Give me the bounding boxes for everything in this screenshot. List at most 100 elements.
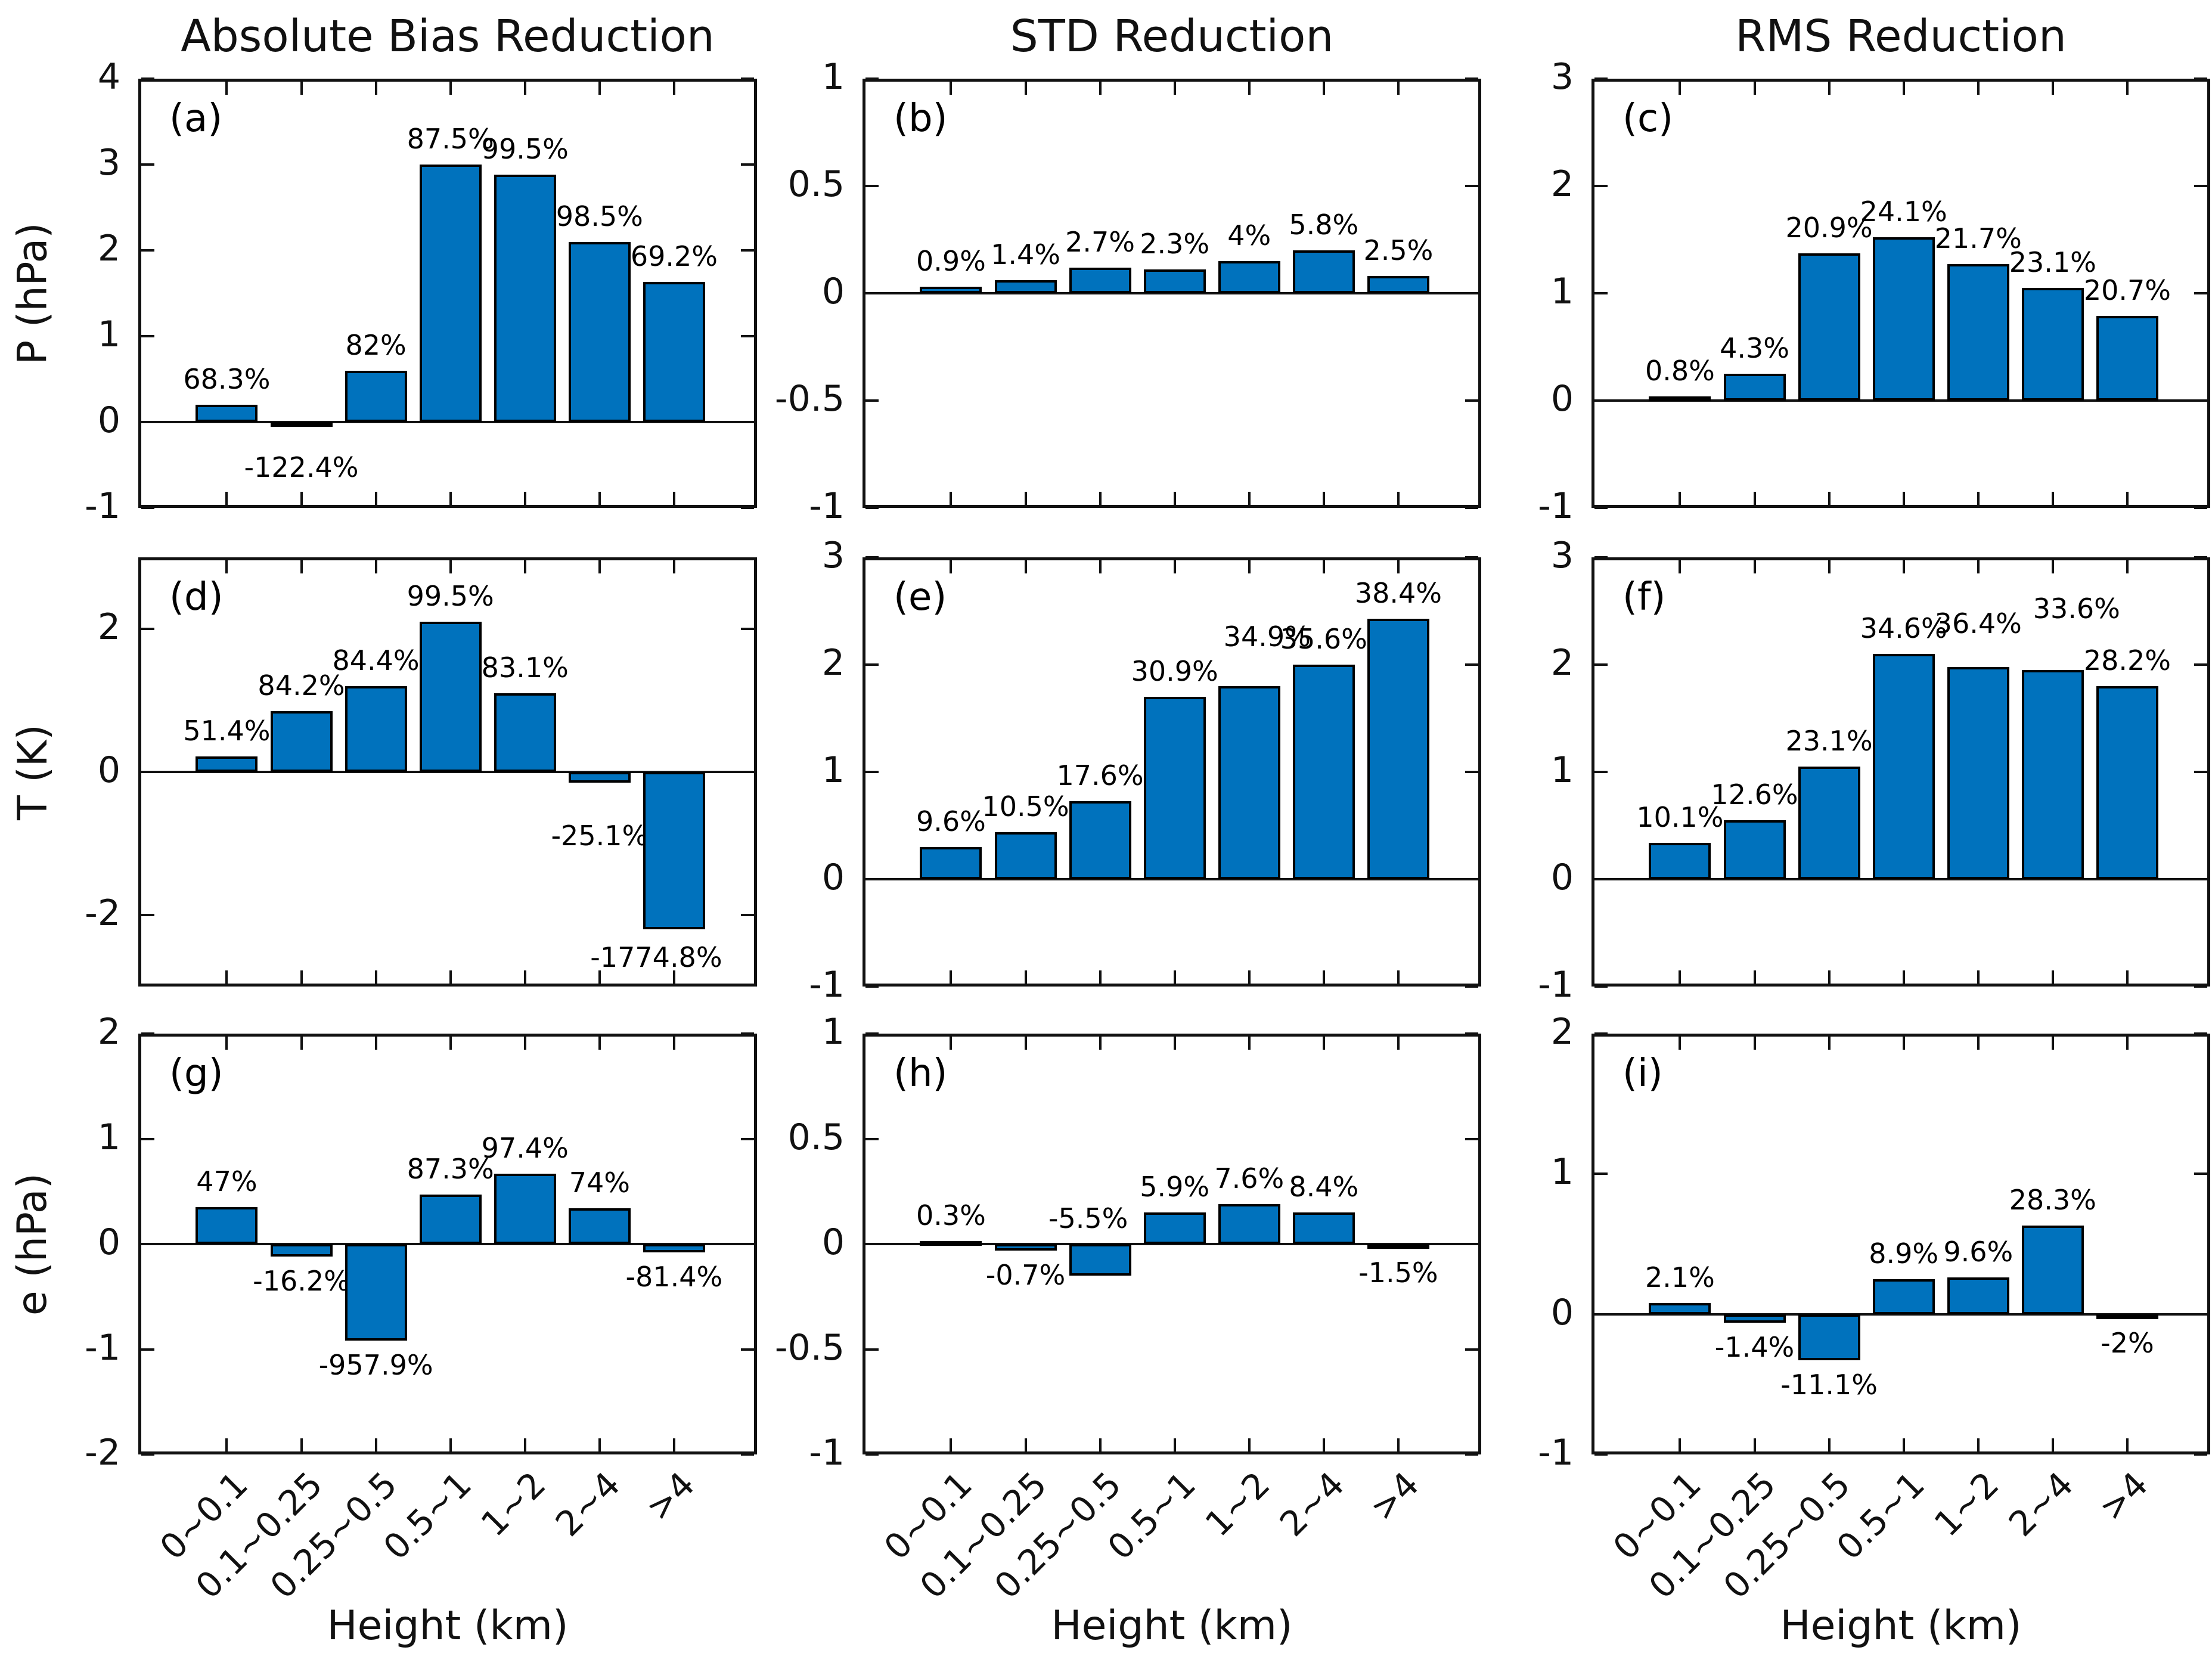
bar-value-label: 99.5% xyxy=(407,580,494,612)
y-tick-label: 0.5 xyxy=(787,1116,845,1158)
x-tick xyxy=(1902,560,1905,573)
x-tick xyxy=(2051,82,2054,95)
y-tick xyxy=(865,507,879,509)
y-tick-label: -2 xyxy=(85,892,120,934)
bar xyxy=(270,1244,333,1257)
x-tick xyxy=(1099,1438,1102,1451)
x-tick xyxy=(449,970,452,984)
x-tick xyxy=(1248,560,1251,573)
y-tick xyxy=(741,507,754,509)
panel-letter: (a) xyxy=(169,97,223,141)
y-tick-label: -1 xyxy=(1538,964,1574,1006)
y-tick-label: 2 xyxy=(1550,1011,1574,1053)
x-tick xyxy=(1397,492,1400,505)
y-tick xyxy=(1465,1137,1478,1140)
x-tick xyxy=(672,1037,675,1050)
bar xyxy=(2096,1314,2158,1319)
bar xyxy=(345,1244,407,1341)
y-tick xyxy=(141,1243,154,1245)
x-tick xyxy=(1099,1037,1102,1050)
y-tick-label: 1 xyxy=(1550,271,1574,312)
x-tick xyxy=(1828,560,1831,573)
y-tick xyxy=(141,1137,154,1140)
y-tick xyxy=(141,628,154,630)
x-tick xyxy=(1977,970,1980,984)
bar xyxy=(419,622,482,772)
y-tick xyxy=(141,77,154,80)
x-tick xyxy=(1828,82,1831,95)
bar-value-label: -11.1% xyxy=(1780,1369,1878,1401)
y-tick xyxy=(141,1032,154,1035)
y-tick-label: 4 xyxy=(97,56,120,98)
y-tick xyxy=(741,163,754,166)
bar xyxy=(196,405,258,422)
x-tick xyxy=(1173,492,1176,505)
x-tick xyxy=(2051,1438,2054,1451)
bar-value-label: 9.6% xyxy=(1943,1236,2014,1268)
x-axis-label: Height (km) xyxy=(327,1602,569,1649)
x-tick xyxy=(1099,492,1102,505)
x-tick xyxy=(523,1037,526,1050)
y-tick xyxy=(2194,1172,2207,1175)
x-tick-label: 2~4 xyxy=(548,1464,628,1544)
bar xyxy=(494,693,556,772)
y-tick xyxy=(865,1243,879,1245)
bar-value-label: 83.1% xyxy=(481,652,569,684)
panel-letter: (b) xyxy=(894,97,948,141)
x-tick xyxy=(449,1438,452,1451)
panel-letter: (g) xyxy=(169,1051,224,1096)
x-tick xyxy=(672,492,675,505)
x-tick xyxy=(598,1438,601,1451)
bar-value-label: 8.4% xyxy=(1289,1171,1359,1203)
bar xyxy=(1218,261,1280,293)
bar-value-label: 0.3% xyxy=(916,1199,986,1232)
x-tick xyxy=(300,82,303,95)
x-tick xyxy=(523,560,526,573)
y-tick xyxy=(1594,185,1608,187)
y-tick xyxy=(741,628,754,630)
bar-value-label: 12.6% xyxy=(1711,778,1798,811)
x-tick xyxy=(950,82,953,95)
y-tick-label: -1 xyxy=(809,1432,845,1474)
y-tick xyxy=(1594,1032,1608,1035)
y-tick xyxy=(1465,1348,1478,1351)
y-tick xyxy=(865,771,879,773)
x-tick xyxy=(300,1438,303,1451)
x-tick xyxy=(1679,1438,1682,1451)
bar-value-label: -0.7% xyxy=(985,1258,1066,1291)
y-tick-label: -0.5 xyxy=(774,378,845,420)
x-tick xyxy=(1902,82,1905,95)
bar-value-label: -957.9% xyxy=(318,1349,433,1382)
bar xyxy=(920,1240,982,1246)
bar xyxy=(994,1244,1057,1251)
x-tick xyxy=(598,970,601,984)
y-tick xyxy=(2194,77,2207,80)
bar xyxy=(1218,1203,1280,1244)
y-tick xyxy=(141,163,154,166)
y-tick-label: -1 xyxy=(809,964,845,1006)
y-tick xyxy=(865,1137,879,1140)
y-tick-label: 0 xyxy=(1550,378,1574,420)
bar-value-label: 28.3% xyxy=(2009,1184,2096,1217)
x-tick xyxy=(449,560,452,573)
y-tick xyxy=(1465,399,1478,402)
y-tick-label: 2 xyxy=(97,228,120,269)
x-tick xyxy=(672,560,675,573)
bar-value-label: -1774.8% xyxy=(590,941,722,973)
y-tick xyxy=(1594,292,1608,294)
y-tick xyxy=(2194,556,2207,559)
x-tick xyxy=(1679,970,1682,984)
x-tick xyxy=(1322,560,1325,573)
x-tick xyxy=(1902,1438,1905,1451)
x-tick xyxy=(1753,82,1756,95)
x-tick xyxy=(523,970,526,984)
bar-value-label: 17.6% xyxy=(1056,759,1144,792)
x-tick xyxy=(225,1037,228,1050)
x-tick xyxy=(449,82,452,95)
x-tick xyxy=(1679,492,1682,505)
bar-value-label: 9.6% xyxy=(916,805,986,838)
y-tick-label: 0 xyxy=(1550,1291,1574,1333)
x-tick xyxy=(1753,1438,1756,1451)
x-tick xyxy=(1828,1438,1831,1451)
bar xyxy=(1367,276,1429,293)
